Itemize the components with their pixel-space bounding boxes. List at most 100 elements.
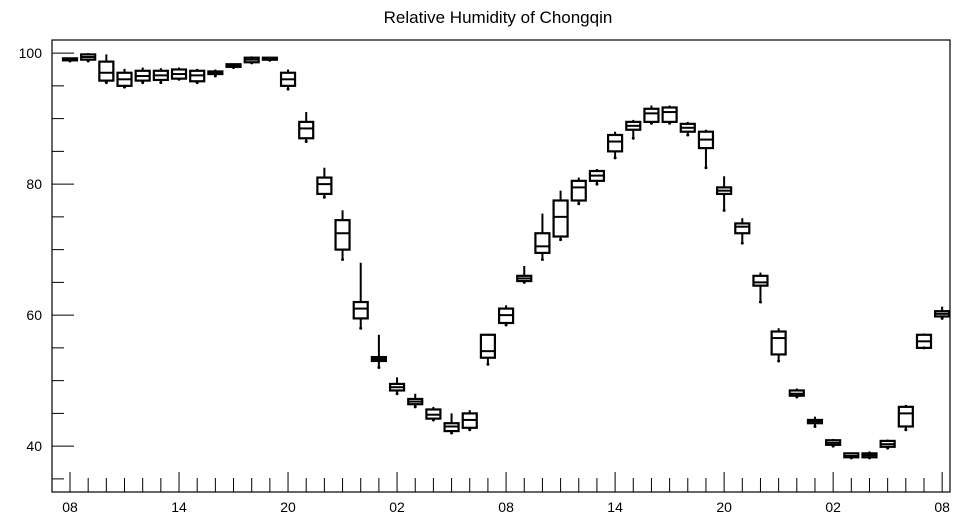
min-marker bbox=[468, 428, 472, 432]
box bbox=[661, 106, 678, 123]
min-marker bbox=[359, 326, 363, 330]
min-marker bbox=[104, 81, 108, 85]
box-hour-45 bbox=[879, 439, 896, 450]
boxplot-series bbox=[61, 53, 951, 460]
min-marker bbox=[450, 431, 454, 435]
box-hour-25 bbox=[516, 266, 533, 284]
x-tick-label: 08 bbox=[498, 499, 514, 515]
x-tick-label: 20 bbox=[280, 499, 296, 515]
box-hour-47 bbox=[915, 333, 933, 350]
min-marker bbox=[304, 140, 308, 144]
min-marker bbox=[740, 241, 744, 245]
box bbox=[316, 176, 333, 196]
min-marker bbox=[177, 77, 181, 81]
y-axis: 40 60 80 100 bbox=[19, 45, 74, 480]
box-hour-46 bbox=[897, 404, 914, 432]
min-marker bbox=[595, 182, 599, 186]
box bbox=[897, 405, 914, 428]
box bbox=[734, 222, 751, 235]
min-marker bbox=[68, 59, 72, 63]
min-marker bbox=[341, 257, 345, 261]
y-tick-label: 80 bbox=[26, 176, 42, 192]
min-marker bbox=[232, 66, 236, 70]
min-marker bbox=[577, 202, 581, 206]
min-marker bbox=[867, 456, 871, 460]
box-hour-34 bbox=[679, 121, 696, 137]
box bbox=[606, 133, 624, 153]
min-marker bbox=[686, 133, 690, 137]
box-hour-2 bbox=[98, 54, 115, 85]
min-marker bbox=[559, 238, 563, 242]
min-marker bbox=[413, 405, 417, 409]
box-hour-48 bbox=[934, 306, 951, 320]
min-marker bbox=[123, 85, 127, 89]
box-hour-5 bbox=[152, 68, 169, 85]
box-hour-43 bbox=[843, 452, 860, 460]
box-hour-20 bbox=[425, 406, 442, 422]
box-hour-9 bbox=[225, 63, 242, 70]
box-hour-6 bbox=[170, 67, 188, 81]
min-marker bbox=[668, 121, 672, 125]
min-marker bbox=[940, 316, 944, 320]
x-tick-label: 02 bbox=[389, 499, 405, 515]
box bbox=[552, 199, 569, 238]
chart-title: Relative Humidity of Chongqin bbox=[384, 8, 613, 27]
box-hour-38 bbox=[752, 272, 769, 304]
box-hour-42 bbox=[825, 438, 842, 448]
min-marker bbox=[377, 366, 381, 370]
x-axis: 08 14 20 02 08 14 20 02 08 bbox=[62, 472, 950, 515]
box-hour-10 bbox=[243, 56, 260, 65]
y-tick-label: 60 bbox=[26, 307, 42, 323]
box-hour-40 bbox=[788, 388, 805, 399]
box-hour-19 bbox=[407, 393, 424, 409]
box bbox=[570, 179, 587, 202]
min-marker bbox=[704, 166, 708, 170]
min-marker bbox=[849, 456, 853, 460]
min-marker bbox=[486, 362, 490, 366]
box-hour-26 bbox=[534, 213, 551, 261]
x-tick-label: 14 bbox=[171, 499, 187, 515]
box-hour-18 bbox=[388, 377, 406, 396]
box-hour-7 bbox=[189, 68, 206, 85]
min-marker bbox=[631, 136, 635, 140]
box-hour-35 bbox=[697, 129, 715, 170]
box-hour-28 bbox=[570, 177, 587, 206]
min-marker bbox=[795, 395, 799, 399]
box-hour-12 bbox=[279, 69, 297, 91]
min-marker bbox=[813, 424, 817, 428]
min-marker bbox=[286, 87, 290, 91]
box-hour-21 bbox=[443, 413, 460, 435]
box bbox=[479, 333, 497, 359]
min-marker bbox=[886, 446, 890, 450]
min-marker bbox=[322, 195, 326, 199]
box-hour-41 bbox=[806, 416, 824, 428]
box bbox=[98, 60, 115, 82]
box-hour-1 bbox=[80, 53, 97, 63]
box-hour-30 bbox=[606, 131, 624, 160]
x-tick-label: 14 bbox=[607, 499, 623, 515]
min-marker bbox=[504, 323, 508, 327]
min-marker bbox=[250, 61, 254, 65]
min-marker bbox=[141, 81, 145, 85]
box-hour-23 bbox=[479, 333, 497, 366]
box-hour-14 bbox=[316, 167, 333, 199]
box bbox=[298, 120, 315, 140]
box bbox=[334, 219, 351, 251]
box-hour-13 bbox=[298, 112, 315, 144]
box bbox=[643, 107, 660, 123]
min-marker bbox=[522, 280, 526, 284]
y-tick-label: 40 bbox=[26, 438, 42, 454]
box-hour-37 bbox=[734, 218, 751, 245]
min-marker bbox=[758, 300, 762, 304]
box-hour-39 bbox=[770, 328, 787, 363]
min-marker bbox=[649, 121, 653, 125]
min-marker bbox=[268, 58, 272, 62]
box-hour-4 bbox=[134, 67, 151, 85]
box-hour-29 bbox=[588, 169, 606, 186]
box bbox=[770, 330, 787, 356]
box-hour-27 bbox=[552, 190, 569, 242]
box-hour-0 bbox=[61, 57, 79, 63]
min-marker bbox=[904, 428, 908, 432]
box-hour-11 bbox=[261, 56, 278, 62]
